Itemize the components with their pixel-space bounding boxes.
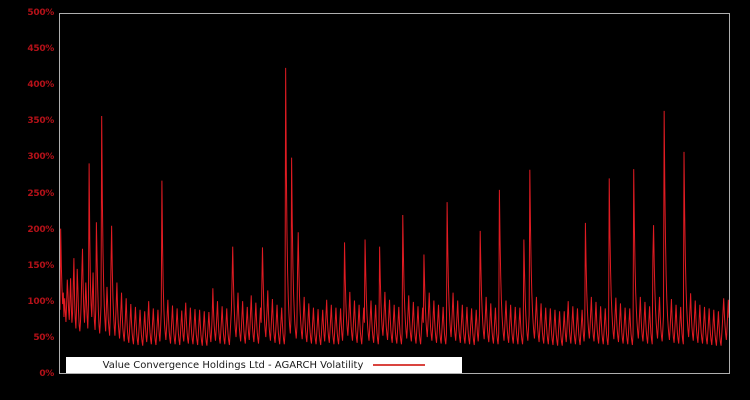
y-axis-tick-350: 350% [27,116,54,127]
y-axis-tick-300: 300% [27,152,54,163]
volatility-line [60,68,729,346]
y-axis-tick-50: 50% [33,332,54,343]
y-axis-tick-200: 200% [27,224,54,235]
y-axis-tick-0: 0% [39,369,54,379]
y-axis-tick-100: 100% [27,296,54,307]
y-axis-tick-labels: 0% 50% 100% 150% 200% 250% 300% 350% 400% 450% 500… [6,0,54,400]
y-axis-tick-250: 250% [27,188,54,199]
legend[interactable]: Value Convergence Holdings Ltd - AGARCH … [66,357,462,373]
y-axis-tick-150: 150% [27,260,54,271]
y-axis-tick-450: 450% [27,44,54,55]
volatility-series-svg [60,14,729,373]
y-axis-tick-400: 400% [27,80,54,91]
plot-area [59,13,730,374]
legend-item-label: Value Convergence Holdings Ltd - AGARCH … [102,359,364,371]
legend-line-sample-icon [373,364,426,366]
y-axis-tick-500: 500% [27,8,54,18]
